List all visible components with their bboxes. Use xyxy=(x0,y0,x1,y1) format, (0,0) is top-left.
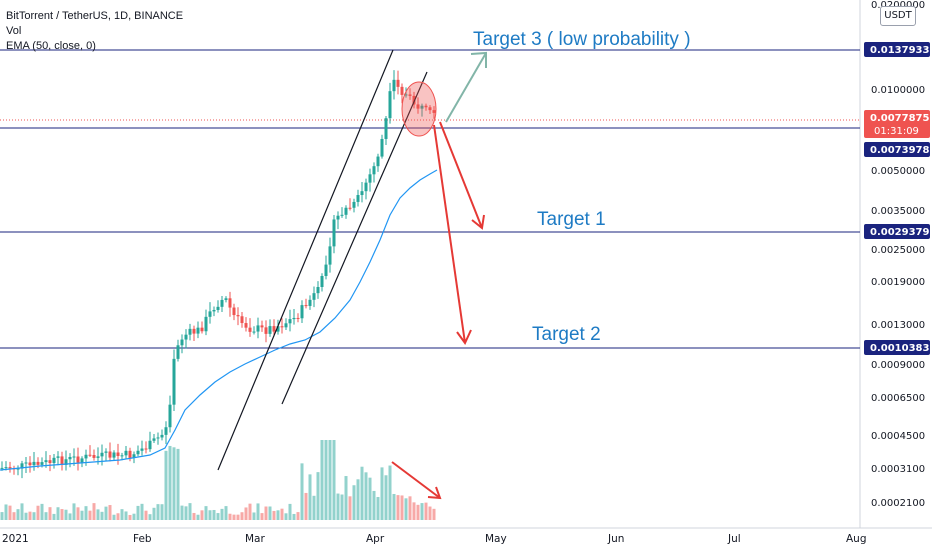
y-tick: 0.0013000 xyxy=(871,320,925,331)
symbol-title[interactable]: BitTorrent / TetherUS, 1D, BINANCE xyxy=(6,10,184,22)
x-tick: Mar xyxy=(245,533,265,545)
bar-countdown: 01:31:09 xyxy=(874,126,919,137)
y-tick: 0.0025000 xyxy=(871,245,925,256)
y-tick: 0.0035000 xyxy=(871,206,925,217)
y-tick: 0.0004500 xyxy=(871,431,925,442)
x-tick: May xyxy=(485,533,507,545)
volume-divergence-arrow xyxy=(391,461,442,500)
svg-text:0.0073978: 0.0073978 xyxy=(870,145,930,156)
target-1-arrow xyxy=(439,121,485,230)
x-tick: Feb xyxy=(133,533,152,545)
price-label-target-3: 0.0137933 xyxy=(864,42,930,57)
price-label-upper-channel: 0.0073978 xyxy=(864,142,930,157)
x-tick: Jun xyxy=(607,533,624,545)
y-tick: 0.0019000 xyxy=(871,277,925,288)
channel-line-upper xyxy=(217,49,394,471)
volume-indicator-label[interactable]: Vol xyxy=(6,25,22,37)
x-tick: Jul xyxy=(727,533,741,545)
price-label-target-2: 0.0010383 xyxy=(864,340,930,355)
svg-text:0.0010383: 0.0010383 xyxy=(870,343,930,354)
svg-text:0.0077875: 0.0077875 xyxy=(870,113,930,124)
x-tick: Apr xyxy=(366,533,385,545)
ema-line xyxy=(0,169,438,471)
target-3-label: Target 3 ( low probability ) xyxy=(473,29,691,50)
currency-button[interactable]: USDT xyxy=(880,6,916,26)
y-tick-top-partial: 0.0200000 xyxy=(871,0,925,11)
y-tick: 0.0100000 xyxy=(871,85,925,96)
channel-line-lower xyxy=(281,71,428,405)
x-tick: 2021 xyxy=(2,533,29,545)
x-tick: Aug xyxy=(846,533,867,545)
y-tick: 0.0006500 xyxy=(871,393,925,404)
target-2-arrow xyxy=(433,124,472,345)
y-tick: 0.0002100 xyxy=(871,498,925,509)
svg-text:0.0029379: 0.0029379 xyxy=(870,227,930,238)
candles xyxy=(0,70,436,479)
volume-bars xyxy=(0,440,436,520)
target-1-label: Target 1 xyxy=(537,209,606,230)
y-tick: 0.0009000 xyxy=(871,360,925,371)
target-2-label: Target 2 xyxy=(532,324,601,345)
y-tick: 0.0050000 xyxy=(871,166,925,177)
ema-indicator-label[interactable]: EMA (50, close, 0) xyxy=(6,40,96,52)
top-highlight-ellipse xyxy=(401,81,437,137)
target-3-arrow xyxy=(445,51,487,123)
svg-text:0.0137933: 0.0137933 xyxy=(870,45,930,56)
last-price-label: 0.0077875 01:31:09 xyxy=(864,110,930,138)
price-label-target-1: 0.0029379 xyxy=(864,224,930,239)
y-tick: 0.0003100 xyxy=(871,464,925,475)
